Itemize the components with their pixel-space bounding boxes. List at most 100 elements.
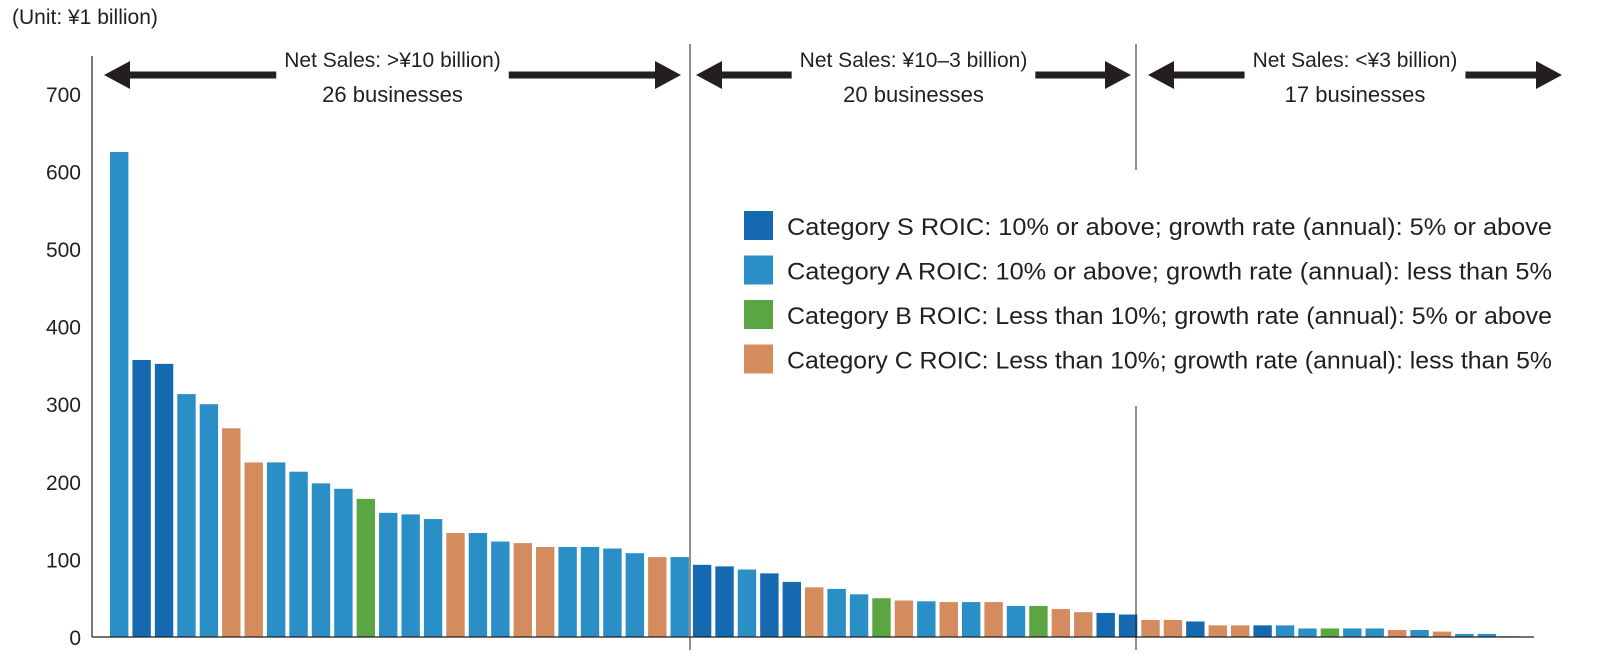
- arrow-left-head-3: [1148, 61, 1174, 89]
- bar-43-category-C: [1051, 609, 1071, 637]
- bar-54-category-A: [1298, 628, 1317, 637]
- unit-label: (Unit: ¥1 billion): [12, 6, 158, 29]
- bar-25-category-C: [648, 557, 667, 637]
- legend-item-category-B: Category B ROIC: Less than 10%; growth r…: [744, 300, 1552, 330]
- y-tick-label-500: 500: [46, 239, 81, 262]
- legend-item-category-C: Category C ROIC: Less than 10%; growth r…: [744, 344, 1552, 375]
- bar-58-category-C: [1387, 630, 1407, 637]
- bar-50-category-C: [1208, 625, 1227, 637]
- bar-10-category-A: [311, 483, 331, 637]
- bar-56-category-A: [1343, 628, 1362, 637]
- bar-27-category-S: [692, 564, 712, 637]
- legend-label-C: Category C ROIC: Less than 10%; growth r…: [787, 348, 1552, 375]
- bar-60-category-C: [1432, 631, 1452, 637]
- bar-16-category-C: [446, 533, 465, 637]
- bar-9-category-A: [289, 471, 308, 637]
- y-tick-label-600: 600: [46, 161, 81, 184]
- bar-53-category-A: [1275, 625, 1295, 637]
- y-tick-label-400: 400: [46, 317, 81, 340]
- bar-40-category-C: [984, 602, 1003, 637]
- group-annotation-1: Net Sales: >¥10 billion) 26 businesses: [104, 49, 681, 107]
- bar-14-category-A: [401, 514, 420, 637]
- bar-59-category-A: [1410, 630, 1429, 637]
- y-tick-label-100: 100: [46, 549, 81, 572]
- group-annotations: Net Sales: >¥10 billion)26 businessesNet…: [104, 49, 1562, 107]
- bar-23-category-A: [603, 548, 622, 637]
- arrow-right-head-1: [655, 61, 681, 89]
- bar-31-category-S: [782, 581, 801, 637]
- bar-38-category-C: [939, 602, 958, 637]
- bar-2-category-S: [132, 359, 151, 637]
- bar-49-category-S: [1186, 621, 1205, 637]
- axes-layer: [91, 44, 1534, 650]
- legend-item-category-S: Category S ROIC: 10% or above; growth ra…: [744, 211, 1552, 241]
- bar-33-category-A: [827, 588, 846, 637]
- bar-34-category-A: [849, 594, 869, 637]
- bar-7-category-C: [244, 462, 263, 637]
- bar-5-category-A: [199, 404, 219, 637]
- bar-19-category-C: [513, 543, 532, 637]
- legend-item-category-A: Category A ROIC: 10% or above; growth ra…: [744, 255, 1552, 286]
- bar-26-category-A: [670, 557, 689, 637]
- bar-47-category-C: [1141, 619, 1160, 637]
- bar-36-category-C: [894, 600, 914, 637]
- bars-layer: [110, 152, 1519, 637]
- bar-57-category-A: [1365, 628, 1384, 637]
- bar-22-category-A: [580, 546, 600, 637]
- bar-8-category-A: [266, 462, 286, 637]
- group-title-2: Net Sales: ¥10–3 billion): [800, 49, 1028, 72]
- arrow-right-head-3: [1536, 61, 1562, 89]
- y-tick-label-0: 0: [69, 627, 81, 650]
- bar-29-category-A: [737, 569, 757, 637]
- bar-21-category-A: [558, 546, 577, 637]
- bar-62-category-A: [1477, 633, 1497, 637]
- bar-51-category-C: [1231, 625, 1250, 637]
- legend-swatch-B: [744, 300, 773, 329]
- bar-41-category-A: [1006, 605, 1026, 637]
- bar-37-category-A: [917, 601, 936, 637]
- y-axis-ticks: 0 100 200 300 400 500 600 700: [46, 84, 81, 650]
- bar-28-category-S: [715, 566, 734, 637]
- legend: Category S ROIC: 10% or above; growth ra…: [744, 211, 1552, 375]
- legend-label-A: Category A ROIC: 10% or above; growth ra…: [787, 259, 1552, 286]
- bar-15-category-A: [423, 519, 443, 637]
- arrow-left-head-2: [696, 61, 722, 89]
- bar-18-category-A: [491, 541, 510, 637]
- y-tick-label-700: 700: [46, 84, 81, 107]
- bar-20-category-C: [535, 546, 555, 637]
- legend-swatch-A: [744, 255, 773, 285]
- group-count-3: 17 businesses: [1285, 82, 1426, 107]
- group-title-1: Net Sales: >¥10 billion): [284, 49, 501, 72]
- group-annotation-3: Net Sales: <¥3 billion) 17 businesses: [1148, 49, 1562, 107]
- bar-1-category-A: [110, 152, 129, 637]
- bar-12-category-B: [356, 498, 376, 637]
- legend-label-B: Category B ROIC: Less than 10%; growth r…: [787, 303, 1552, 330]
- bar-55-category-B: [1320, 628, 1340, 637]
- bar-17-category-A: [468, 533, 488, 637]
- bar-61-category-A: [1455, 633, 1474, 637]
- arrow-left-head-1: [104, 61, 130, 89]
- arrow-right-head-2: [1105, 61, 1131, 89]
- bar-46-category-S: [1118, 614, 1138, 637]
- bar-39-category-A: [961, 602, 981, 637]
- bar-24-category-A: [625, 553, 645, 637]
- bar-13-category-A: [379, 512, 398, 637]
- legend-swatch-C: [744, 344, 773, 374]
- group-count-1: 26 businesses: [322, 82, 463, 107]
- bar-48-category-C: [1163, 619, 1183, 637]
- bar-30-category-S: [760, 573, 779, 637]
- bar-11-category-A: [334, 488, 353, 637]
- y-tick-label-300: 300: [46, 394, 81, 417]
- bar-32-category-C: [805, 587, 824, 637]
- bar-35-category-B: [872, 598, 891, 637]
- y-tick-label-200: 200: [46, 472, 81, 495]
- group-annotation-2: Net Sales: ¥10–3 billion) 20 businesses: [696, 49, 1131, 107]
- bar-4-category-A: [177, 394, 196, 637]
- legend-label-S: Category S ROIC: 10% or above; growth ra…: [787, 214, 1552, 241]
- bar-44-category-C: [1074, 612, 1093, 637]
- bar-45-category-S: [1096, 612, 1115, 637]
- group-title-3: Net Sales: <¥3 billion): [1253, 49, 1458, 72]
- group-count-2: 20 businesses: [843, 82, 984, 107]
